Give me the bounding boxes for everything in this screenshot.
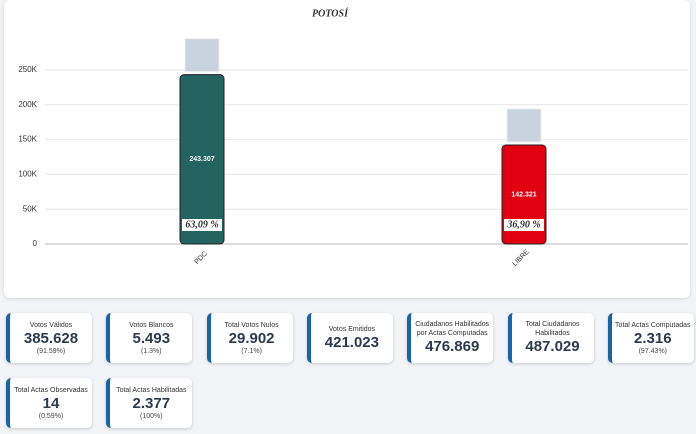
card-detail: (97.43%) [638, 348, 667, 355]
stat-card: Total Actas Computadas 2.316 (97.43%) [607, 313, 694, 363]
card-value: 14 [42, 395, 60, 412]
chart-panel [4, 0, 690, 298]
card-detail: (0.59%) [38, 413, 64, 420]
card-title: Votos Emitidos [328, 325, 376, 333]
card-title: Total Actas Habilitadas [116, 387, 187, 394]
stat-card: Votos Blancos 5.493 (1.3%) [106, 313, 193, 363]
chart-title: POTOSÍ [312, 7, 349, 19]
y-tick-label: 100K [18, 170, 37, 179]
card-detail: (7.1%) [241, 348, 262, 355]
card-value: 5.493 [132, 330, 171, 347]
stat-card: Ciudadanos Habilitados por Actas Computa… [407, 313, 494, 363]
card-detail: (100%) [140, 413, 163, 420]
y-tick-label: 0 [33, 239, 38, 248]
candidate-photo [184, 38, 220, 73]
card-value: 29.902 [228, 330, 275, 347]
candidate-photo [506, 108, 542, 143]
card-title: Total Actas Observadas [14, 387, 88, 394]
share-label: 63,09 % [185, 219, 218, 230]
stat-card: Total Actas Habilitadas 2.377 (100%) [106, 378, 193, 428]
card-value: 2.377 [132, 395, 171, 412]
card-title: Total Votos Nulos [224, 322, 279, 329]
x-tick-label: PDC [194, 251, 209, 266]
stat-card: Votos Emitidos 421.023 [306, 313, 393, 363]
y-tick-label: 250K [18, 65, 37, 74]
card-title: Votos Blancos [129, 322, 174, 329]
card-value: 385.628 [23, 330, 79, 347]
share-label: 36,90 % [506, 219, 540, 230]
x-tick-label: LIBRE [512, 248, 531, 267]
bar [179, 74, 225, 245]
y-tick-label: 50K [23, 204, 38, 213]
card-title: Total Actas Computadas [615, 322, 691, 329]
card-title: Votos Válidos [29, 322, 73, 329]
card-value: 487.029 [525, 338, 580, 355]
value-label: 142.321 [511, 191, 536, 198]
card-detail: (91.59%) [36, 348, 66, 355]
chart: POTOSÍ 0 50K 100K 150K 200K 250K 243.307 63,09 … [18, 7, 688, 268]
card-detail: (1.3%) [140, 348, 162, 355]
stat-card: Total Ciudadanos Habilitados 487.029 [507, 313, 594, 363]
y-tick-label: 150K [18, 135, 37, 144]
card-value: 476.869 [425, 338, 480, 355]
value-label: 243.307 [189, 156, 214, 163]
card-value: 2.316 [634, 330, 672, 347]
stat-card: Total Votos Nulos 29.902 (7.1%) [206, 313, 293, 363]
y-tick-label: 200K [18, 100, 37, 109]
share-label-box [182, 219, 222, 231]
stat-card: Votos Válidos 385.628 (91.59%) [6, 313, 92, 363]
card-title: Total Ciudadanos Habilitados [525, 321, 580, 337]
share-label-box [504, 219, 544, 231]
card-title: Ciudadanos Habilitados por Actas Computa… [415, 321, 490, 337]
card-value: 421.023 [324, 333, 379, 351]
stat-card: Total Actas Observadas 14 (0.59%) [6, 378, 92, 428]
